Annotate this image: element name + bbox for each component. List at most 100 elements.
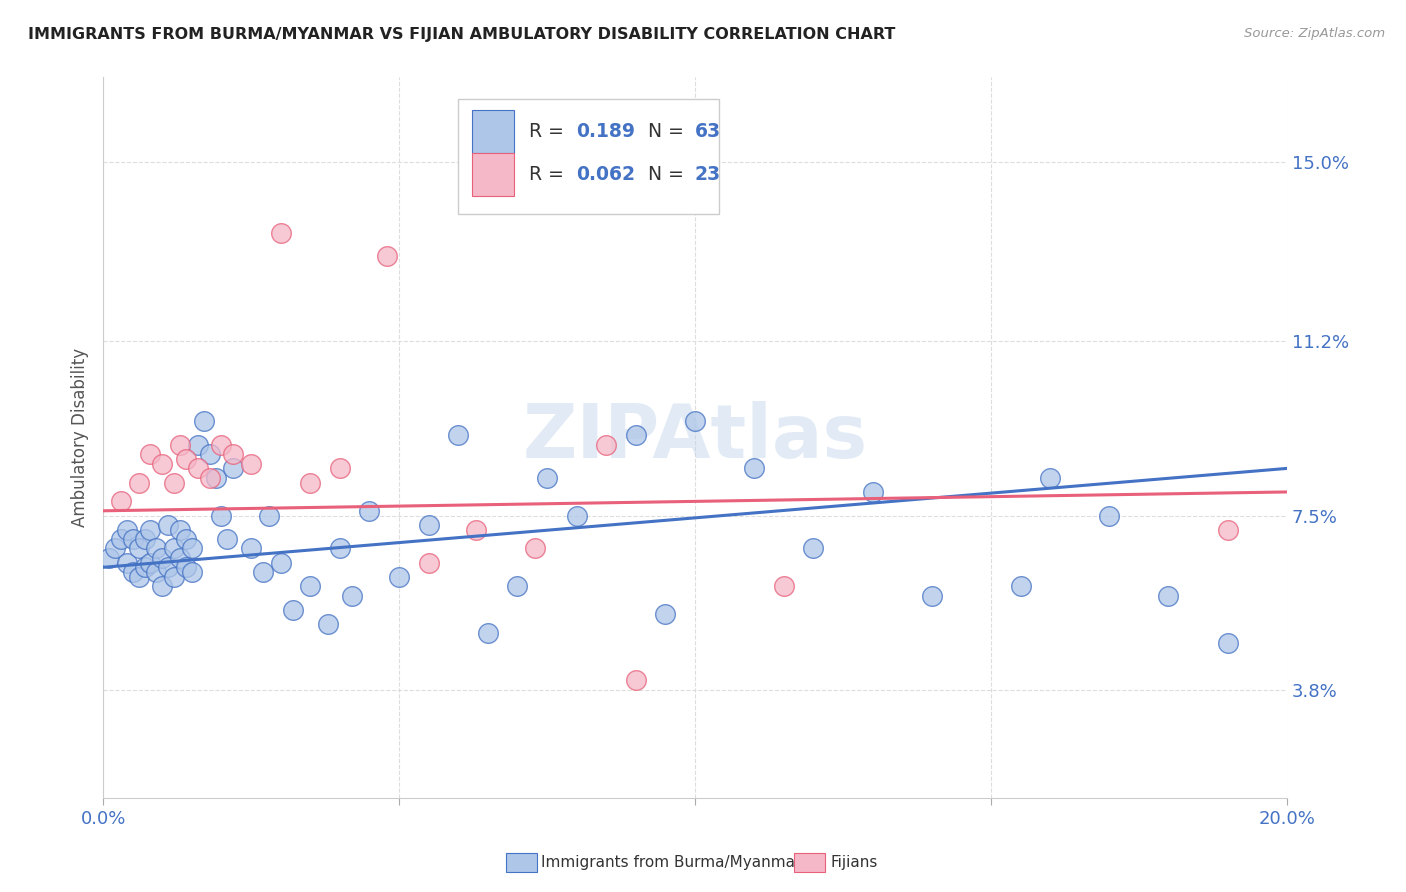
Point: [683, 414, 706, 428]
Point: [198, 447, 221, 461]
Text: 23: 23: [695, 165, 721, 185]
Point: [128, 570, 150, 584]
Point: [1039, 471, 1062, 485]
Point: [163, 541, 186, 556]
Point: [163, 475, 186, 490]
Point: [240, 541, 263, 556]
FancyBboxPatch shape: [472, 110, 513, 153]
Point: [174, 532, 197, 546]
Point: [772, 579, 794, 593]
FancyBboxPatch shape: [458, 99, 718, 214]
Text: ZIPAtlas: ZIPAtlas: [523, 401, 868, 475]
Point: [270, 556, 292, 570]
Point: [180, 565, 202, 579]
Point: [1098, 508, 1121, 523]
Y-axis label: Ambulatory Disability: Ambulatory Disability: [72, 348, 89, 527]
Point: [150, 579, 173, 593]
Point: [169, 550, 191, 565]
Point: [624, 673, 647, 688]
Point: [316, 616, 339, 631]
Point: [211, 508, 233, 523]
Point: [270, 226, 292, 240]
Point: [340, 589, 363, 603]
Point: [134, 560, 156, 574]
Point: [654, 607, 676, 622]
Point: [163, 570, 186, 584]
Point: [217, 532, 239, 546]
Text: 0.189: 0.189: [576, 122, 636, 141]
Point: [139, 523, 162, 537]
Point: [174, 452, 197, 467]
Point: [862, 485, 884, 500]
Point: [281, 603, 304, 617]
Point: [115, 556, 138, 570]
Point: [418, 517, 440, 532]
Point: [252, 565, 274, 579]
Point: [388, 570, 411, 584]
Point: [222, 447, 245, 461]
FancyBboxPatch shape: [472, 153, 513, 196]
Point: [447, 428, 470, 442]
Point: [359, 504, 381, 518]
Point: [150, 550, 173, 565]
Point: [121, 565, 143, 579]
Point: [157, 517, 180, 532]
Text: N =: N =: [636, 165, 690, 185]
Point: [211, 438, 233, 452]
Point: [110, 494, 132, 508]
Point: [157, 560, 180, 574]
Point: [524, 541, 547, 556]
Point: [1216, 523, 1239, 537]
Point: [128, 475, 150, 490]
Point: [139, 556, 162, 570]
Point: [506, 579, 529, 593]
Point: [150, 457, 173, 471]
Point: [375, 249, 398, 263]
Point: [145, 565, 167, 579]
Point: [128, 541, 150, 556]
Point: [465, 523, 488, 537]
Point: [624, 428, 647, 442]
Text: Immigrants from Burma/Myanmar: Immigrants from Burma/Myanmar: [541, 855, 801, 870]
Point: [187, 438, 209, 452]
Point: [169, 523, 191, 537]
Point: [1157, 589, 1180, 603]
Point: [240, 457, 263, 471]
Point: [198, 471, 221, 485]
Point: [115, 523, 138, 537]
Point: [329, 541, 352, 556]
Point: [104, 541, 127, 556]
Point: [180, 541, 202, 556]
Point: [98, 550, 121, 565]
Point: [299, 579, 322, 593]
Text: Source: ZipAtlas.com: Source: ZipAtlas.com: [1244, 27, 1385, 40]
Text: N =: N =: [636, 122, 690, 141]
Point: [329, 461, 352, 475]
Point: [1216, 636, 1239, 650]
Point: [257, 508, 280, 523]
Text: 63: 63: [695, 122, 721, 141]
Text: 0.062: 0.062: [576, 165, 636, 185]
Point: [145, 541, 167, 556]
Point: [139, 447, 162, 461]
Text: R =: R =: [529, 122, 571, 141]
Text: IMMIGRANTS FROM BURMA/MYANMAR VS FIJIAN AMBULATORY DISABILITY CORRELATION CHART: IMMIGRANTS FROM BURMA/MYANMAR VS FIJIAN …: [28, 27, 896, 42]
Point: [204, 471, 226, 485]
Point: [121, 532, 143, 546]
Point: [1010, 579, 1032, 593]
Point: [174, 560, 197, 574]
Point: [169, 438, 191, 452]
Point: [187, 461, 209, 475]
Point: [742, 461, 765, 475]
Point: [222, 461, 245, 475]
Point: [565, 508, 588, 523]
Point: [299, 475, 322, 490]
Text: Fijians: Fijians: [831, 855, 879, 870]
Point: [418, 556, 440, 570]
Point: [477, 626, 499, 640]
Point: [536, 471, 558, 485]
Point: [134, 532, 156, 546]
Point: [595, 438, 617, 452]
Point: [921, 589, 943, 603]
Text: R =: R =: [529, 165, 571, 185]
